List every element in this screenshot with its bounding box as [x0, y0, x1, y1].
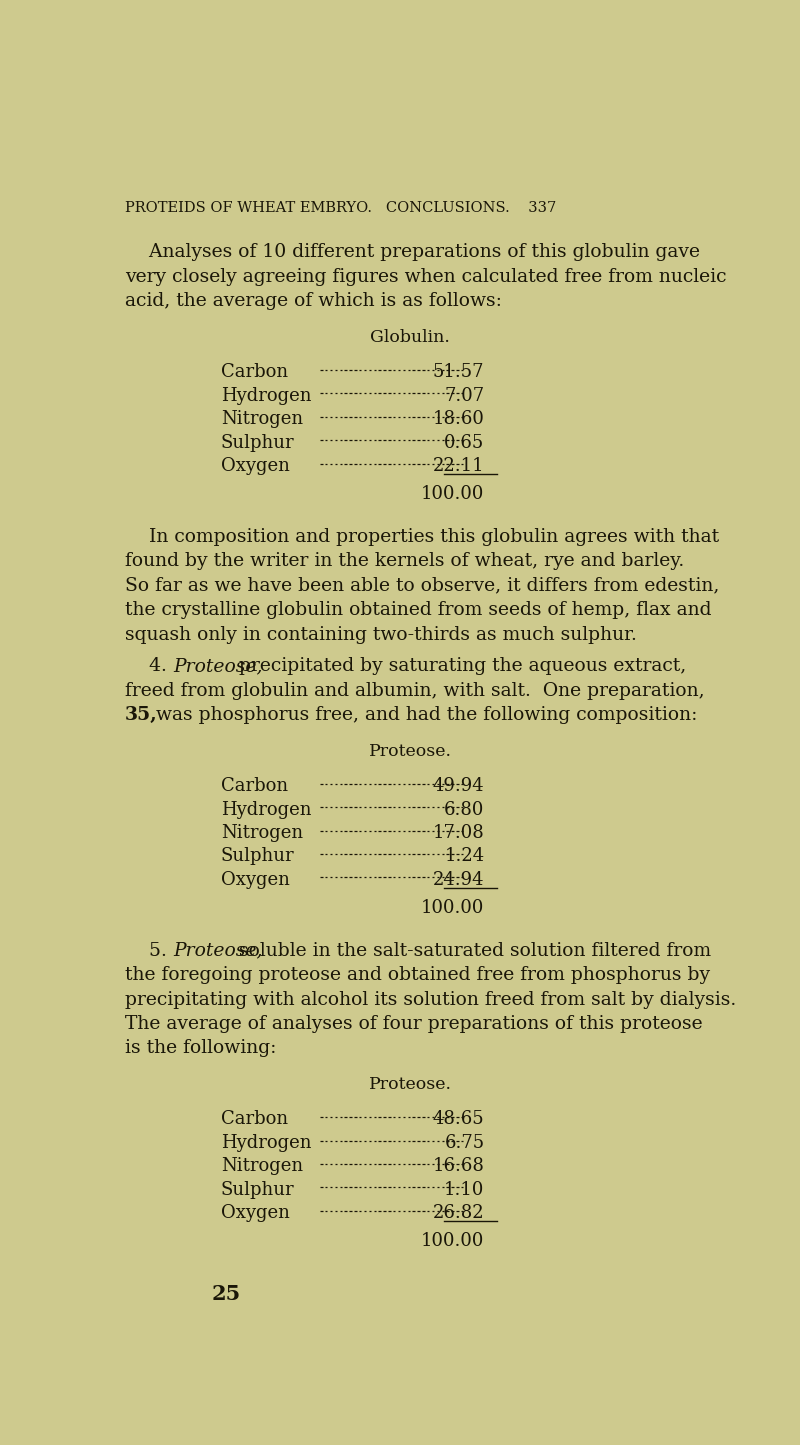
Text: Sulphur: Sulphur — [221, 434, 294, 451]
Text: was phosphorus free, and had the following composition:: was phosphorus free, and had the followi… — [150, 707, 697, 724]
Text: Hydrogen: Hydrogen — [221, 1134, 311, 1152]
Text: the foregoing proteose and obtained free from phosphorus by: the foregoing proteose and obtained free… — [125, 967, 710, 984]
Text: 100.00: 100.00 — [421, 1231, 485, 1250]
Text: Carbon: Carbon — [221, 1110, 288, 1129]
Text: acid, the average of which is as follows:: acid, the average of which is as follows… — [125, 292, 502, 311]
Text: Nitrogen: Nitrogen — [221, 824, 303, 842]
Text: 35,: 35, — [125, 707, 158, 724]
Text: Oxygen: Oxygen — [221, 457, 290, 475]
Text: 22.11: 22.11 — [433, 457, 485, 475]
Text: very closely agreeing figures when calculated free from nucleic: very closely agreeing figures when calcu… — [125, 267, 726, 286]
Text: 5.: 5. — [125, 942, 173, 959]
Text: precipitated by saturating the aqueous extract,: precipitated by saturating the aqueous e… — [233, 657, 686, 675]
Text: precipitating with alcohol its solution freed from salt by dialysis.: precipitating with alcohol its solution … — [125, 990, 736, 1009]
Text: Sulphur: Sulphur — [221, 1181, 294, 1198]
Text: 17.08: 17.08 — [433, 824, 485, 842]
Text: Carbon: Carbon — [221, 364, 288, 381]
Text: 0.65: 0.65 — [444, 434, 485, 451]
Text: Proteose.: Proteose. — [369, 1077, 451, 1094]
Text: Globulin.: Globulin. — [370, 329, 450, 347]
Text: is the following:: is the following: — [125, 1039, 276, 1058]
Text: the crystalline globulin obtained from seeds of hemp, flax and: the crystalline globulin obtained from s… — [125, 601, 711, 618]
Text: 25: 25 — [211, 1285, 241, 1305]
Text: Nitrogen: Nitrogen — [221, 410, 303, 428]
Text: Oxygen: Oxygen — [221, 1204, 290, 1222]
Text: PROTEIDS OF WHEAT EMBRYO.   CONCLUSIONS.    337: PROTEIDS OF WHEAT EMBRYO. CONCLUSIONS. 3… — [125, 201, 556, 215]
Text: So far as we have been able to observe, it differs from edestin,: So far as we have been able to observe, … — [125, 577, 719, 595]
Text: Proteose.: Proteose. — [369, 743, 451, 760]
Text: 1.10: 1.10 — [444, 1181, 485, 1198]
Text: 48.65: 48.65 — [433, 1110, 485, 1129]
Text: 51.57: 51.57 — [433, 364, 485, 381]
Text: soluble in the salt-saturated solution filtered from: soluble in the salt-saturated solution f… — [233, 942, 711, 959]
Text: 26.82: 26.82 — [433, 1204, 485, 1222]
Text: 6.75: 6.75 — [444, 1134, 485, 1152]
Text: found by the writer in the kernels of wheat, rye and barley.: found by the writer in the kernels of wh… — [125, 552, 684, 571]
Text: 49.94: 49.94 — [433, 777, 485, 795]
Text: 16.68: 16.68 — [433, 1157, 485, 1175]
Text: Proteose,: Proteose, — [173, 657, 262, 675]
Text: Proteose,: Proteose, — [173, 942, 262, 959]
Text: The average of analyses of four preparations of this proteose: The average of analyses of four preparat… — [125, 1014, 702, 1033]
Text: freed from globulin and albumin, with salt.  One preparation,: freed from globulin and albumin, with sa… — [125, 682, 705, 699]
Text: 18.60: 18.60 — [433, 410, 485, 428]
Text: squash only in containing two-thirds as much sulphur.: squash only in containing two-thirds as … — [125, 626, 637, 643]
Text: Oxygen: Oxygen — [221, 871, 290, 889]
Text: 4.: 4. — [125, 657, 173, 675]
Text: Carbon: Carbon — [221, 777, 288, 795]
Text: In composition and properties this globulin agrees with that: In composition and properties this globu… — [125, 527, 719, 546]
Text: 24.94: 24.94 — [433, 871, 485, 889]
Text: Analyses of 10 different preparations of this globulin gave: Analyses of 10 different preparations of… — [125, 244, 700, 262]
Text: 100.00: 100.00 — [421, 899, 485, 916]
Text: Nitrogen: Nitrogen — [221, 1157, 303, 1175]
Text: 7.07: 7.07 — [444, 387, 485, 405]
Text: 1.24: 1.24 — [444, 847, 485, 866]
Text: 6.80: 6.80 — [444, 801, 485, 819]
Text: Hydrogen: Hydrogen — [221, 387, 311, 405]
Text: Sulphur: Sulphur — [221, 847, 294, 866]
Text: 100.00: 100.00 — [421, 484, 485, 503]
Text: Hydrogen: Hydrogen — [221, 801, 311, 819]
